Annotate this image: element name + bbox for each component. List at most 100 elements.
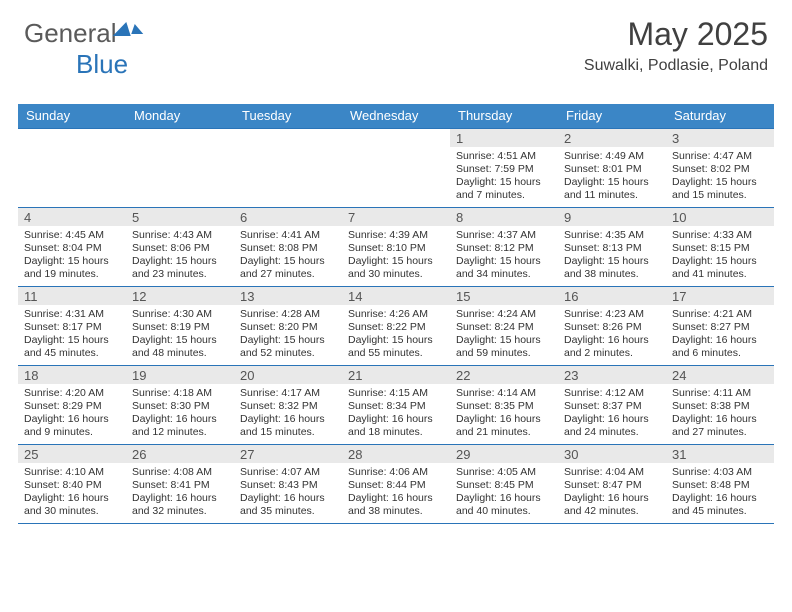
sunrise-text: Sunrise: 4:18 AM xyxy=(132,387,228,400)
sunrise-text: Sunrise: 4:17 AM xyxy=(240,387,336,400)
sunset-text: Sunset: 8:17 PM xyxy=(24,321,120,334)
sunset-text: Sunset: 8:48 PM xyxy=(672,479,768,492)
day-body: Sunrise: 4:12 AMSunset: 8:37 PMDaylight:… xyxy=(558,384,666,444)
day-cell: 16Sunrise: 4:23 AMSunset: 8:26 PMDayligh… xyxy=(558,287,666,365)
location: Suwalki, Podlasie, Poland xyxy=(584,57,768,75)
sunrise-text: Sunrise: 4:12 AM xyxy=(564,387,660,400)
sunrise-text: Sunrise: 4:31 AM xyxy=(24,308,120,321)
day-number: 10 xyxy=(666,208,774,226)
day-number: 8 xyxy=(450,208,558,226)
daylight-text: Daylight: 15 hours and 55 minutes. xyxy=(348,334,444,360)
day-number xyxy=(126,129,234,147)
day-body: Sunrise: 4:07 AMSunset: 8:43 PMDaylight:… xyxy=(234,463,342,523)
sunset-text: Sunset: 8:45 PM xyxy=(456,479,552,492)
sunrise-text: Sunrise: 4:05 AM xyxy=(456,466,552,479)
sunrise-text: Sunrise: 4:10 AM xyxy=(24,466,120,479)
sunrise-text: Sunrise: 4:14 AM xyxy=(456,387,552,400)
sunset-text: Sunset: 8:37 PM xyxy=(564,400,660,413)
sunset-text: Sunset: 8:24 PM xyxy=(456,321,552,334)
title-block: May 2025 Suwalki, Podlasie, Poland xyxy=(584,16,768,75)
daylight-text: Daylight: 16 hours and 9 minutes. xyxy=(24,413,120,439)
daylight-text: Daylight: 16 hours and 6 minutes. xyxy=(672,334,768,360)
sunrise-text: Sunrise: 4:08 AM xyxy=(132,466,228,479)
day-number xyxy=(342,129,450,147)
day-cell xyxy=(126,129,234,207)
day-cell: 28Sunrise: 4:06 AMSunset: 8:44 PMDayligh… xyxy=(342,445,450,523)
day-body: Sunrise: 4:41 AMSunset: 8:08 PMDaylight:… xyxy=(234,226,342,286)
day-cell: 2Sunrise: 4:49 AMSunset: 8:01 PMDaylight… xyxy=(558,129,666,207)
day-number: 13 xyxy=(234,287,342,305)
daylight-text: Daylight: 16 hours and 24 minutes. xyxy=(564,413,660,439)
sunset-text: Sunset: 8:35 PM xyxy=(456,400,552,413)
day-number: 27 xyxy=(234,445,342,463)
daylight-text: Daylight: 15 hours and 7 minutes. xyxy=(456,176,552,202)
day-number: 26 xyxy=(126,445,234,463)
daylight-text: Daylight: 15 hours and 27 minutes. xyxy=(240,255,336,281)
day-body: Sunrise: 4:35 AMSunset: 8:13 PMDaylight:… xyxy=(558,226,666,286)
day-cell: 24Sunrise: 4:11 AMSunset: 8:38 PMDayligh… xyxy=(666,366,774,444)
day-cell: 1Sunrise: 4:51 AMSunset: 7:59 PMDaylight… xyxy=(450,129,558,207)
sunset-text: Sunset: 8:27 PM xyxy=(672,321,768,334)
daylight-text: Daylight: 15 hours and 41 minutes. xyxy=(672,255,768,281)
day-cell: 8Sunrise: 4:37 AMSunset: 8:12 PMDaylight… xyxy=(450,208,558,286)
sunrise-text: Sunrise: 4:33 AM xyxy=(672,229,768,242)
week-row: 18Sunrise: 4:20 AMSunset: 8:29 PMDayligh… xyxy=(18,366,774,445)
sunset-text: Sunset: 8:32 PM xyxy=(240,400,336,413)
day-body: Sunrise: 4:49 AMSunset: 8:01 PMDaylight:… xyxy=(558,147,666,207)
day-cell: 7Sunrise: 4:39 AMSunset: 8:10 PMDaylight… xyxy=(342,208,450,286)
day-cell: 17Sunrise: 4:21 AMSunset: 8:27 PMDayligh… xyxy=(666,287,774,365)
day-cell: 23Sunrise: 4:12 AMSunset: 8:37 PMDayligh… xyxy=(558,366,666,444)
day-body: Sunrise: 4:20 AMSunset: 8:29 PMDaylight:… xyxy=(18,384,126,444)
day-number: 6 xyxy=(234,208,342,226)
sunset-text: Sunset: 8:19 PM xyxy=(132,321,228,334)
sunset-text: Sunset: 8:34 PM xyxy=(348,400,444,413)
day-body: Sunrise: 4:24 AMSunset: 8:24 PMDaylight:… xyxy=(450,305,558,365)
weekday-header: Tuesday xyxy=(234,104,342,128)
day-body: Sunrise: 4:08 AMSunset: 8:41 PMDaylight:… xyxy=(126,463,234,523)
sunrise-text: Sunrise: 4:07 AM xyxy=(240,466,336,479)
sunset-text: Sunset: 8:01 PM xyxy=(564,163,660,176)
daylight-text: Daylight: 16 hours and 18 minutes. xyxy=(348,413,444,439)
sunrise-text: Sunrise: 4:51 AM xyxy=(456,150,552,163)
daylight-text: Daylight: 16 hours and 27 minutes. xyxy=(672,413,768,439)
weekday-header: Saturday xyxy=(666,104,774,128)
daylight-text: Daylight: 15 hours and 48 minutes. xyxy=(132,334,228,360)
daylight-text: Daylight: 15 hours and 23 minutes. xyxy=(132,255,228,281)
day-number: 9 xyxy=(558,208,666,226)
logo-triangle-icon xyxy=(128,24,142,34)
sunrise-text: Sunrise: 4:24 AM xyxy=(456,308,552,321)
day-cell: 3Sunrise: 4:47 AMSunset: 8:02 PMDaylight… xyxy=(666,129,774,207)
sunset-text: Sunset: 8:04 PM xyxy=(24,242,120,255)
day-number: 3 xyxy=(666,129,774,147)
weekday-header: Friday xyxy=(558,104,666,128)
day-cell: 4Sunrise: 4:45 AMSunset: 8:04 PMDaylight… xyxy=(18,208,126,286)
day-number: 18 xyxy=(18,366,126,384)
day-body xyxy=(342,147,450,154)
sunset-text: Sunset: 8:38 PM xyxy=(672,400,768,413)
daylight-text: Daylight: 16 hours and 35 minutes. xyxy=(240,492,336,518)
sunset-text: Sunset: 8:43 PM xyxy=(240,479,336,492)
day-body: Sunrise: 4:45 AMSunset: 8:04 PMDaylight:… xyxy=(18,226,126,286)
weekday-header: Sunday xyxy=(18,104,126,128)
day-body: Sunrise: 4:26 AMSunset: 8:22 PMDaylight:… xyxy=(342,305,450,365)
day-number: 22 xyxy=(450,366,558,384)
day-cell: 10Sunrise: 4:33 AMSunset: 8:15 PMDayligh… xyxy=(666,208,774,286)
daylight-text: Daylight: 16 hours and 45 minutes. xyxy=(672,492,768,518)
day-body: Sunrise: 4:28 AMSunset: 8:20 PMDaylight:… xyxy=(234,305,342,365)
day-number: 28 xyxy=(342,445,450,463)
day-body: Sunrise: 4:14 AMSunset: 8:35 PMDaylight:… xyxy=(450,384,558,444)
day-number: 29 xyxy=(450,445,558,463)
logo-text-1: General xyxy=(24,18,117,48)
sunset-text: Sunset: 8:06 PM xyxy=(132,242,228,255)
week-row: 11Sunrise: 4:31 AMSunset: 8:17 PMDayligh… xyxy=(18,287,774,366)
day-number: 12 xyxy=(126,287,234,305)
day-cell: 19Sunrise: 4:18 AMSunset: 8:30 PMDayligh… xyxy=(126,366,234,444)
day-number: 1 xyxy=(450,129,558,147)
day-number: 20 xyxy=(234,366,342,384)
weekday-header: Monday xyxy=(126,104,234,128)
day-body xyxy=(126,147,234,154)
weeks-container: 1Sunrise: 4:51 AMSunset: 7:59 PMDaylight… xyxy=(18,128,774,524)
day-cell: 27Sunrise: 4:07 AMSunset: 8:43 PMDayligh… xyxy=(234,445,342,523)
day-number: 2 xyxy=(558,129,666,147)
day-body: Sunrise: 4:06 AMSunset: 8:44 PMDaylight:… xyxy=(342,463,450,523)
